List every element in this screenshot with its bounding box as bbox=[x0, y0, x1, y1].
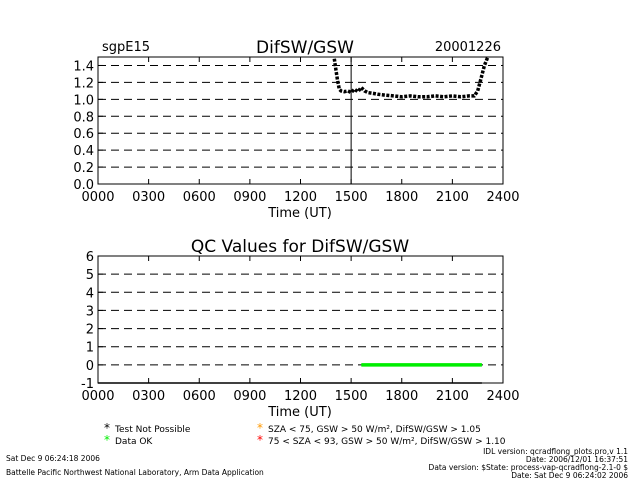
footer-idl-date: Date: 2006/12/01 16:37:51 bbox=[526, 455, 628, 464]
ytick-label: 1.0 bbox=[73, 93, 94, 108]
xtick-label: 0300 bbox=[132, 190, 165, 205]
ytick-label: 1.4 bbox=[73, 59, 94, 74]
xtick-label: 2100 bbox=[436, 190, 469, 205]
chart1-title: DifSW/GSW bbox=[256, 38, 354, 58]
xtick-label: 0900 bbox=[233, 389, 266, 404]
legend-label-1: Data OK bbox=[115, 437, 153, 447]
legend-symbol-2: * bbox=[257, 421, 263, 435]
xtick-label: 2400 bbox=[486, 190, 519, 205]
xtick-label: 0600 bbox=[183, 190, 216, 205]
legend: * Test Not Possible * Data OK * SZA < 75… bbox=[104, 421, 506, 447]
xtick-label: 0300 bbox=[132, 389, 165, 404]
ytick-label: 5 bbox=[86, 268, 94, 283]
xtick-label: 0000 bbox=[81, 389, 114, 404]
ytick-label: 0 bbox=[86, 359, 94, 374]
footer-data-date: Date: Sat Dec 9 06:24:02 2006 bbox=[511, 471, 628, 480]
site-label: sgpE15 bbox=[102, 40, 150, 55]
ytick-label: 1 bbox=[86, 341, 94, 356]
xtick-label: 0600 bbox=[183, 389, 216, 404]
ytick-label: 0.6 bbox=[73, 127, 94, 142]
ytick-label: 0.8 bbox=[73, 110, 94, 125]
xtick-label: 1800 bbox=[385, 190, 418, 205]
chart1-frame bbox=[97, 56, 504, 185]
ytick-label: 0.4 bbox=[73, 144, 94, 159]
xtick-label: 0000 bbox=[81, 190, 114, 205]
date-label: 20001226 bbox=[435, 40, 501, 55]
footer-institution: Battelle Pacific Northwest National Labo… bbox=[6, 468, 264, 477]
ytick-label: -1 bbox=[81, 377, 94, 392]
xtick-label: 2400 bbox=[486, 389, 519, 404]
xtick-label: 2100 bbox=[436, 389, 469, 404]
ytick-label: 1.2 bbox=[73, 76, 94, 91]
chart2-xlabel: Time (UT) bbox=[267, 405, 332, 420]
chart1-xlabel: Time (UT) bbox=[267, 206, 332, 221]
footer-idl-version: IDL version: qcradflong_plots.pro,v 1.1 bbox=[483, 447, 628, 456]
xtick-label: 1500 bbox=[335, 190, 368, 205]
xtick-label: 1800 bbox=[385, 389, 418, 404]
series-line-0 bbox=[332, 56, 490, 99]
ytick-label: 2 bbox=[86, 323, 94, 338]
legend-symbol-0: * bbox=[104, 421, 110, 435]
xtick-label: 1500 bbox=[335, 389, 368, 404]
ytick-label: 3 bbox=[86, 304, 94, 319]
ytick-label: 6 bbox=[86, 250, 94, 265]
legend-label-0: Test Not Possible bbox=[114, 425, 191, 435]
ytick-label: 0.2 bbox=[73, 161, 94, 176]
legend-label-3: 75 < SZA < 93, GSW > 50 W/m², DifSW/GSW … bbox=[268, 437, 506, 447]
xtick-label: 1200 bbox=[284, 190, 317, 205]
chart2-title: QC Values for DifSW/GSW bbox=[191, 237, 409, 257]
xtick-label: 1200 bbox=[284, 389, 317, 404]
legend-symbol-3: * bbox=[257, 433, 263, 447]
legend-symbol-1: * bbox=[104, 433, 110, 447]
legend-label-2: SZA < 75, GSW > 50 W/m², DifSW/GSW > 1.0… bbox=[268, 425, 481, 435]
ytick-label: 4 bbox=[86, 286, 94, 301]
xtick-label: 0900 bbox=[233, 190, 266, 205]
ytick-label: 0.0 bbox=[73, 178, 94, 193]
qc-values-chart: -1 0 1 2 3 4 5 6 0000 0300 0600 0900 1200 1500 1800 21… bbox=[81, 250, 520, 420]
footer-timestamp: Sat Dec 9 06:24:18 2006 bbox=[6, 454, 100, 463]
difsw-gsw-chart: 0.0 0.2 0.4 0.6 0.8 1.0 1.2 1.4 0000 0300 0600 090… bbox=[73, 56, 520, 221]
footer-data-version: Data version: $State: process-vap-qcradf… bbox=[429, 463, 629, 472]
